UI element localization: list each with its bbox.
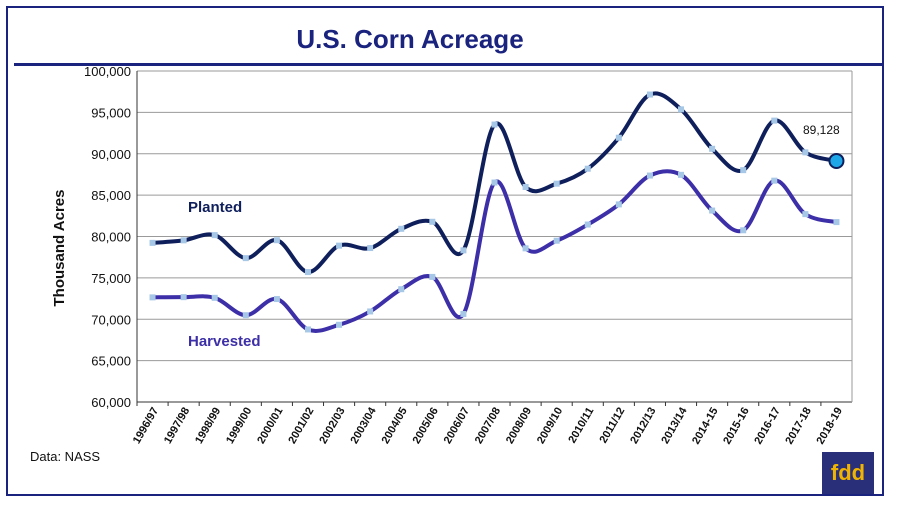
- annotation-last-value: 89,128: [803, 123, 840, 137]
- x-tick-label: 2015-16: [721, 406, 752, 447]
- data-point-planted: [367, 245, 374, 252]
- y-tick-label: 90,000: [91, 147, 131, 162]
- data-point-harvested: [646, 172, 653, 179]
- data-point-planted: [522, 183, 529, 190]
- x-tick-label: 2012/13: [628, 406, 658, 446]
- data-point-harvested: [336, 321, 343, 328]
- data-point-harvested: [460, 310, 467, 317]
- x-tick-label: 1997/98: [162, 406, 192, 446]
- x-tick-label: 1998/99: [193, 406, 223, 446]
- data-point-harvested: [802, 211, 809, 218]
- data-point-harvested: [180, 294, 187, 301]
- data-point-planted: [336, 242, 343, 249]
- data-point-planted: [615, 134, 622, 141]
- data-point-planted: [429, 218, 436, 225]
- fdd-logo: fdd: [822, 452, 874, 494]
- grid-lines: [137, 70, 852, 403]
- data-point-harvested: [833, 219, 840, 226]
- x-tick-label: 2009/10: [535, 406, 565, 446]
- y-tick-label: 80,000: [91, 230, 131, 245]
- data-point-planted: [491, 121, 498, 128]
- data-source: Data: NASS: [30, 449, 101, 464]
- data-point-planted: [553, 180, 560, 187]
- data-point-planted: [242, 255, 249, 262]
- data-point-harvested: [522, 245, 529, 252]
- y-tick-label: 65,000: [91, 354, 131, 369]
- data-point-planted: [304, 269, 311, 276]
- x-tick-label: 2005/06: [411, 406, 441, 446]
- x-tick-label: 1999/00: [224, 406, 254, 446]
- y-tick-label: 70,000: [91, 312, 131, 327]
- y-axis-label: Thousand Acres: [51, 190, 68, 307]
- data-point-planted: [149, 239, 156, 246]
- x-tick-label: 2000/01: [255, 406, 285, 446]
- y-tick-labels: 60,000 65,000 70,000 75,000 80,000 85,000 90,0…: [84, 64, 131, 410]
- x-tick-label: 2001/02: [286, 406, 316, 446]
- data-point-harvested: [367, 308, 374, 315]
- data-point-planted: [771, 117, 778, 124]
- data-point-harvested: [740, 227, 747, 234]
- data-point-planted: [180, 237, 187, 244]
- chart-title: U.S. Corn Acreage: [296, 24, 524, 54]
- data-point-harvested: [709, 207, 716, 214]
- title-divider: [14, 63, 882, 66]
- x-tick-label: 1996/97: [131, 406, 161, 446]
- data-point-planted: [802, 149, 809, 156]
- data-point-planted: [709, 145, 716, 152]
- x-tick-label: 2002/03: [317, 406, 347, 446]
- highlight-last-point: [828, 152, 845, 169]
- x-tick-label: 2003/04: [348, 405, 379, 446]
- x-tick-label: 2017-18: [783, 406, 814, 447]
- data-point-planted: [398, 225, 405, 232]
- data-point-harvested: [398, 286, 405, 293]
- series-label-planted: Planted: [188, 199, 242, 216]
- y-tick-label: 95,000: [91, 105, 131, 120]
- y-tick-label: 60,000: [91, 395, 131, 410]
- data-point-harvested: [304, 326, 311, 333]
- data-point-harvested: [491, 179, 498, 186]
- data-point-planted: [740, 167, 747, 174]
- data-point-planted: [211, 232, 218, 239]
- x-tick-label: 2014-15: [690, 406, 721, 447]
- data-point-planted: [460, 247, 467, 254]
- data-point-harvested: [615, 201, 622, 208]
- x-tick-label: 2006/07: [442, 406, 472, 446]
- data-point-harvested: [242, 312, 249, 319]
- data-point-harvested: [273, 296, 280, 303]
- x-tick-labels: 1996/97 1997/98 1998/99 1999/00 2000/01 2001/…: [131, 402, 845, 446]
- data-point-planted: [273, 237, 280, 244]
- x-tick-label: 2010/11: [566, 406, 596, 446]
- x-tick-label: 2004/05: [380, 406, 410, 446]
- data-point-planted: [678, 106, 685, 113]
- y-tick-label: 100,000: [84, 64, 131, 79]
- data-point-planted: [584, 165, 591, 172]
- series-label-harvested: Harvested: [188, 333, 261, 350]
- data-point-harvested: [211, 294, 218, 301]
- x-tick-label: 2016-17: [752, 406, 783, 447]
- x-tick-label: 2013/14: [659, 405, 690, 446]
- data-point-planted: [646, 91, 653, 98]
- y-tick-label: 85,000: [91, 188, 131, 203]
- data-point-harvested: [149, 294, 156, 301]
- data-point-harvested: [429, 273, 436, 280]
- data-point-harvested: [553, 237, 560, 244]
- x-tick-label: 2011/12: [597, 406, 627, 446]
- x-tick-label: 2018-19: [814, 406, 845, 447]
- data-point-harvested: [584, 221, 591, 228]
- data-point-harvested: [678, 171, 685, 178]
- axes: [136, 71, 853, 403]
- data-point-harvested: [771, 177, 778, 184]
- series-group: [149, 91, 845, 333]
- x-tick-label: 2008/09: [504, 406, 534, 446]
- chart-frame: [6, 6, 884, 496]
- x-tick-label: 2007/08: [473, 406, 503, 446]
- y-tick-label: 75,000: [91, 271, 131, 286]
